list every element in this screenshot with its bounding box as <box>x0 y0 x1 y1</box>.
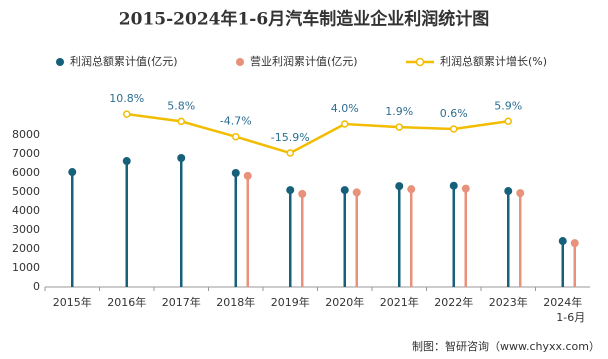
data-label: 0.6% <box>440 107 468 120</box>
x-tick-label: 2019年 <box>271 295 310 309</box>
dot <box>461 184 470 193</box>
dot <box>177 153 186 162</box>
line-point <box>177 117 185 126</box>
dot <box>352 188 361 197</box>
chart-title: 2015-2024年1-6月汽车制造业企业利润统计图 <box>119 9 489 30</box>
dot <box>504 187 513 196</box>
dot <box>570 239 579 248</box>
dot <box>286 186 295 195</box>
data-label: 10.8% <box>109 92 144 105</box>
growth-line <box>126 112 509 155</box>
line-point <box>450 125 458 133</box>
y-tick-label: 2000 <box>12 242 40 255</box>
dot <box>449 181 458 190</box>
data-label: -15.9% <box>271 131 310 144</box>
dot <box>243 171 252 180</box>
y-tick-label: 8000 <box>12 128 40 141</box>
data-label: 1.9% <box>385 105 413 118</box>
x-tick-label: 2020年 <box>325 295 364 309</box>
source: 制图：智研咨询（www.chyxx.com） <box>412 339 600 353</box>
dot <box>407 185 416 194</box>
dot <box>558 237 567 246</box>
x-tick-label: 2016年 <box>107 295 146 309</box>
dot <box>395 182 404 191</box>
legend-marker <box>236 58 244 66</box>
line-point <box>504 117 512 126</box>
legend-marker <box>415 57 425 67</box>
y-tick-label: 3000 <box>12 223 40 236</box>
dot <box>68 168 77 177</box>
data-label: 4.0% <box>331 102 359 115</box>
data-label: 5.8% <box>167 99 195 112</box>
y-tick-label: 0 <box>33 280 40 293</box>
x-tick-label: 2023年 <box>489 295 528 309</box>
data-label: 5.9% <box>494 99 522 112</box>
legend-marker <box>56 58 64 66</box>
dot <box>231 169 240 177</box>
x-tick-label: 2015年 <box>53 295 92 309</box>
y-tick-label: 6000 <box>12 166 40 179</box>
x-tick-label: 2022年 <box>434 295 473 309</box>
dot <box>340 186 349 195</box>
dot <box>516 189 525 198</box>
x-tick-label: 2017年 <box>162 295 201 309</box>
legend-label: 营业利润累计值(亿元) <box>250 54 358 68</box>
data-label: -4.7% <box>220 115 252 128</box>
y-tick-label: 1000 <box>12 261 40 274</box>
dot <box>122 157 131 166</box>
line-point <box>123 110 131 118</box>
legend-label: 利润总额累计增长(%) <box>440 54 547 68</box>
legend-label: 利润总额累计值(亿元) <box>70 54 178 68</box>
line-point <box>232 132 240 141</box>
x-tick-label: 2024年 1-6月 <box>543 295 585 324</box>
y-tick-label: 5000 <box>12 185 40 198</box>
line-point <box>286 149 294 157</box>
y-tick-label: 7000 <box>12 147 40 160</box>
x-tick-label: 2021年 <box>380 295 419 309</box>
y-tick-label: 4000 <box>12 204 40 217</box>
line-point <box>395 123 403 131</box>
x-tick-label: 2018年 <box>216 295 255 309</box>
line-point <box>341 120 349 128</box>
dot <box>298 189 307 198</box>
